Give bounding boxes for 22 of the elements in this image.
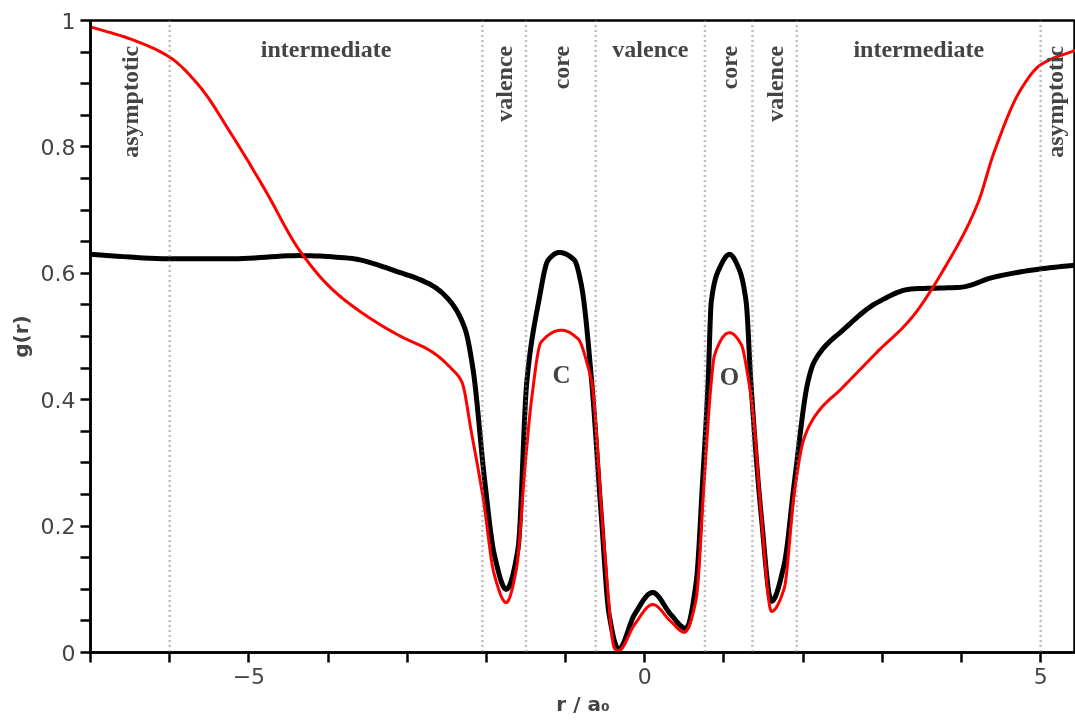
annotation: valence <box>761 45 788 122</box>
y-axis-title: g(r) <box>8 315 33 358</box>
annotation: valence <box>612 36 689 63</box>
annotation: intermediate <box>260 36 392 63</box>
annotation: asymptotic <box>1041 45 1068 158</box>
y-tick-label: 0 <box>61 640 76 666</box>
y-tick-label: 0.6 <box>40 261 76 287</box>
annotation: intermediate <box>853 36 985 63</box>
annotation: asymptotic <box>117 45 144 158</box>
x-tick-label: −5 <box>232 663 266 689</box>
x-tick-label: 5 <box>1033 663 1048 689</box>
annotation: core <box>715 45 742 90</box>
y-tick-label: 0.2 <box>40 514 76 540</box>
x-axis-title: r / a₀ <box>556 691 610 716</box>
annotation: valence <box>491 45 518 122</box>
annotation: core <box>547 45 574 90</box>
y-tick-label: 1 <box>61 8 76 34</box>
y-tick-label: 0.4 <box>40 387 76 413</box>
x-tick-label: 0 <box>637 663 652 689</box>
annotation: O <box>719 363 740 391</box>
y-tick-label: 0.8 <box>40 134 76 160</box>
annotation: C <box>552 360 571 388</box>
